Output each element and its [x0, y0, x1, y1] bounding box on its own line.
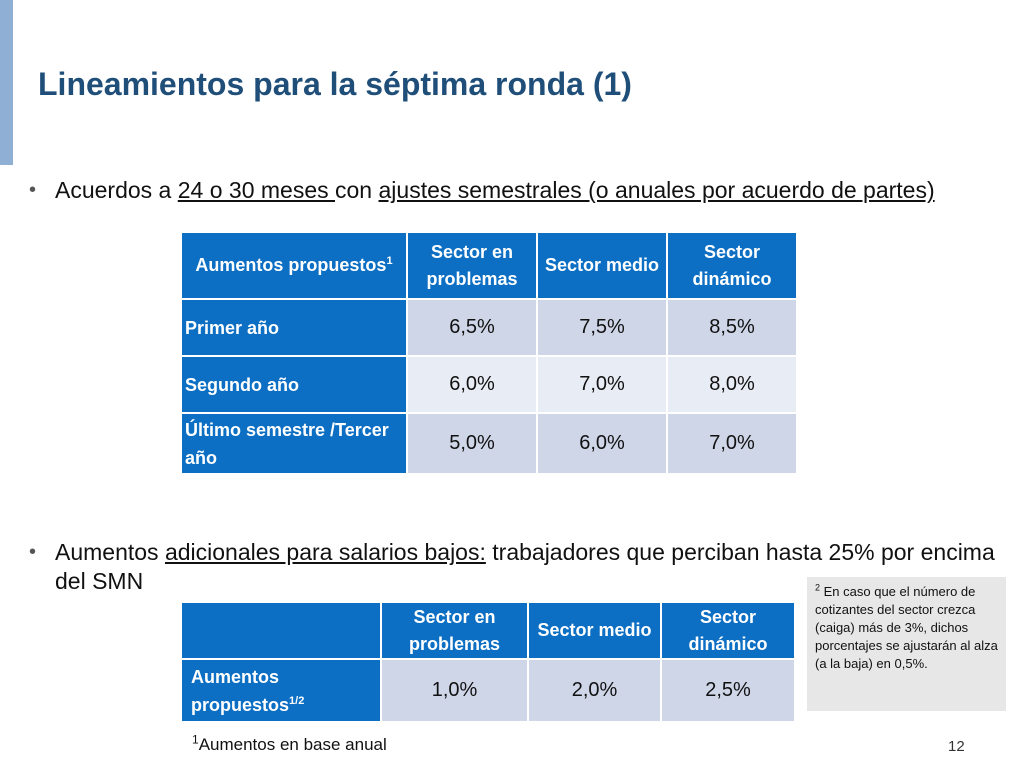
header-sector-en-problemas: Sector en problemas: [406, 231, 538, 300]
bullet-point-2: • Aumentos adicionales para salarios baj…: [29, 538, 995, 596]
accent-bar: [0, 0, 13, 165]
bullet-1-text-b: con: [335, 177, 379, 203]
header-sector-en-problemas: Sector en problemas: [380, 601, 529, 660]
table-cell: 2,5%: [660, 658, 796, 723]
header-sector-medio: Sector medio: [527, 601, 662, 660]
footnote: 1Aumentos en base anual: [192, 732, 387, 755]
header-sector-dinamico: Sector dinámico: [660, 601, 796, 660]
header-sector-dinamico: Sector dinámico: [666, 231, 798, 300]
bullet-icon: •: [29, 541, 37, 563]
bullet-2-text-b: trabajadores que perciban hasta 25% por …: [55, 539, 995, 594]
row-label-segundo-ano: Segundo año: [180, 355, 408, 414]
header-sector-medio: Sector medio: [536, 231, 668, 300]
row-label-ultimo-semestre: Último semestre /Tercer año: [180, 412, 408, 475]
footnote-superscript: 1: [192, 732, 199, 747]
table-header-row: Sector en problemas Sector medio Sector …: [180, 601, 796, 660]
footnote-text: Aumentos en base anual: [198, 735, 387, 754]
row-label-aumentos-propuestos: Aumentos propuestos1/2: [180, 658, 382, 723]
table-cell: 1,0%: [380, 658, 529, 723]
bullet-2-underline: adicionales para salarios bajos:: [164, 539, 486, 565]
note-text: En caso que el número de cotizantes del …: [815, 584, 998, 671]
table-cell: 2,0%: [527, 658, 662, 723]
bullet-1-text-a: Acuerdos a: [55, 177, 178, 203]
row-label-primer-ano: Primer año: [180, 298, 408, 357]
table-cell: 6,0%: [536, 412, 668, 475]
header-empty: [180, 601, 382, 660]
table-row: Último semestre /Tercer año 5,0% 6,0% 7,…: [180, 412, 798, 475]
note-superscript: 2: [815, 582, 821, 593]
slide-title: Lineamientos para la séptima ronda (1): [38, 66, 632, 102]
bullet-point-1: • Acuerdos a 24 o 30 meses con ajustes s…: [29, 176, 955, 205]
table-cell: 8,5%: [666, 298, 798, 357]
low-salary-table: Sector en problemas Sector medio Sector …: [180, 601, 796, 723]
table-row: Primer año 6,5% 7,5% 8,5%: [180, 298, 798, 357]
table-cell: 8,0%: [666, 355, 798, 414]
bullet-1-underline-a: 24 o 30 meses: [177, 177, 336, 203]
table-header-row: Aumentos propuestos1 Sector en problemas…: [180, 231, 798, 300]
header-aumentos-propuestos: Aumentos propuestos1: [180, 231, 408, 300]
table-cell: 7,0%: [536, 355, 668, 414]
table-cell: 5,0%: [406, 412, 538, 475]
table-cell: 7,5%: [536, 298, 668, 357]
side-note: 2 En caso que el número de cotizantes de…: [807, 577, 1006, 711]
page-number: 12: [948, 738, 965, 755]
table-row: Segundo año 6,0% 7,0% 8,0%: [180, 355, 798, 414]
increases-table: Aumentos propuestos1 Sector en problemas…: [180, 231, 798, 475]
table-cell: 6,5%: [406, 298, 538, 357]
bullet-1-underline-b: ajustes semestrales (o anuales por acuer…: [378, 177, 935, 203]
table-cell: 6,0%: [406, 355, 538, 414]
table-cell: 7,0%: [666, 412, 798, 475]
bullet-2-text-a: Aumentos: [55, 539, 165, 565]
table-row: Aumentos propuestos1/2 1,0% 2,0% 2,5%: [180, 658, 796, 723]
bullet-icon: •: [29, 179, 37, 201]
